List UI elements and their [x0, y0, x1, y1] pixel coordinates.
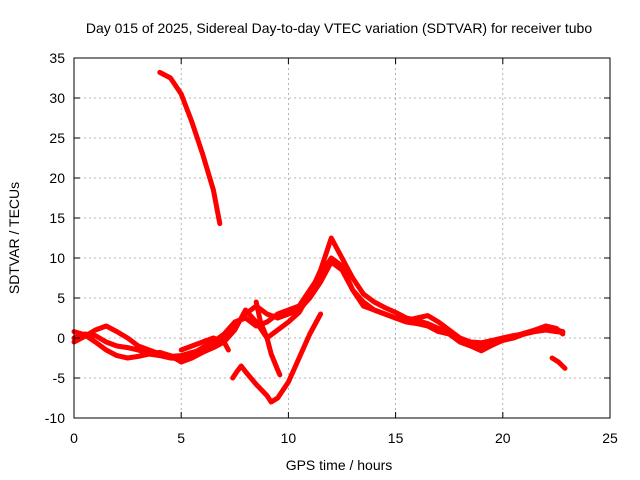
series-arc-3 — [71, 259, 566, 359]
series-layer — [71, 69, 568, 405]
y-tick-label: -10 — [45, 410, 65, 426]
x-tick-label: 0 — [70, 430, 78, 446]
tick-layer: 0 5 10 15 20 25 -10 -5 0 5 10 15 20 25 30 35 — [45, 50, 618, 446]
x-axis-label: GPS time / hours — [286, 457, 393, 473]
y-tick-label: 0 — [57, 330, 65, 346]
x-tick-label: 20 — [495, 430, 511, 446]
y-tick-label: 10 — [49, 250, 65, 266]
y-axis-label: SDTVAR / TECUs — [6, 182, 22, 294]
x-tick-label: 5 — [177, 430, 185, 446]
x-tick-label: 10 — [281, 430, 297, 446]
grid-layer — [74, 58, 610, 418]
y-tick-label: 5 — [57, 290, 65, 306]
y-tick-label: 25 — [49, 130, 65, 146]
chart-title: Day 015 of 2025, Sidereal Day-to-day VTE… — [86, 20, 593, 36]
series-arc-4 — [157, 69, 223, 227]
y-tick-label: -5 — [53, 370, 66, 386]
plot-frame — [73, 57, 611, 419]
series-arc-7 — [549, 355, 568, 371]
y-tick-label: 30 — [49, 90, 65, 106]
series-arc-6 — [253, 299, 283, 378]
x-tick-label: 25 — [602, 430, 618, 446]
y-tick-label: 15 — [49, 210, 65, 226]
y-tick-label: 20 — [49, 170, 65, 186]
y-tick-label: 35 — [49, 50, 65, 66]
series-arc-5 — [230, 311, 324, 405]
series-arc-8 — [178, 335, 231, 353]
x-tick-label: 15 — [388, 430, 404, 446]
